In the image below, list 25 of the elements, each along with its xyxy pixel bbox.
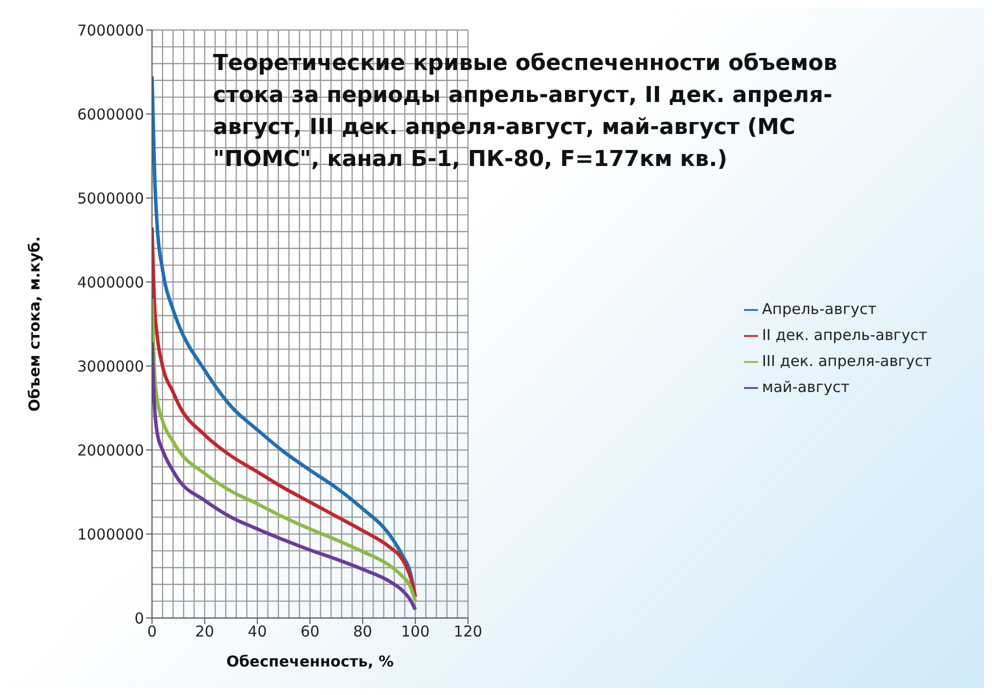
line-series	[152, 226, 418, 599]
x-tick-label: 80	[353, 622, 372, 641]
legend-label: II дек. апрель-август	[762, 326, 928, 344]
line-series	[152, 297, 418, 603]
y-tick-label: 1000000	[77, 525, 144, 544]
y-tick-label: 3000000	[77, 357, 144, 376]
line-series	[152, 340, 418, 612]
y-tick-label: 6000000	[77, 105, 144, 124]
x-tick-label: 0	[147, 622, 157, 641]
legend-label: III дек. апреля-август	[762, 352, 932, 370]
text: Теоретические кривые обеспеченности объемов стока за периоды апрель-август, II дек. апреля-август, III дек. апреля-август, май-август (МС "ПОМС", канал Б-1, ПК-80, F=177км кв.)	[213, 50, 838, 174]
x-tick-label: 40	[248, 622, 267, 641]
y-tick-label: 7000000	[77, 21, 144, 40]
legend-label: май-август	[762, 378, 850, 396]
x-tick-label: 60	[300, 622, 320, 641]
y-tick-label: 2000000	[77, 441, 144, 460]
x-axis-title: Обеспеченность, %	[226, 652, 394, 671]
y-tick-label: 4000000	[77, 273, 144, 292]
x-tick-label: 100	[401, 622, 430, 641]
y-axis-title: Объем стока, м.куб.	[25, 236, 44, 412]
y-tick-label: 0	[134, 609, 144, 628]
x-tick-label: 20	[195, 622, 214, 641]
y-tick-label: 5000000	[77, 189, 144, 208]
x-tick-label: 120	[454, 622, 482, 641]
legend-label: Апрель-август	[762, 300, 876, 318]
